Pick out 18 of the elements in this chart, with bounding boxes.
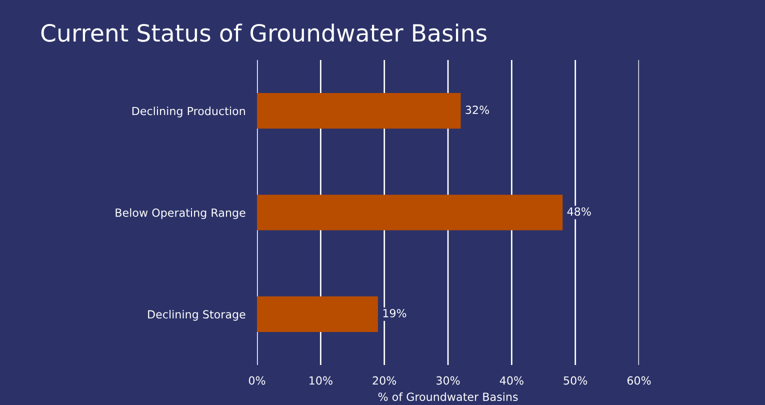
bar	[257, 93, 461, 129]
data-label: 48%	[567, 207, 591, 216]
x-tick-label: 20%	[372, 376, 396, 385]
bar	[257, 296, 378, 332]
y-tick-label: Declining Storage	[148, 310, 246, 321]
x-tick-label: 60%	[627, 376, 651, 385]
x-tick-label: 50%	[564, 376, 588, 385]
bar	[257, 194, 563, 230]
y-tick-label: Below Operating Range	[116, 208, 246, 220]
x-axis-title: % of Groundwater Basins	[378, 392, 518, 402]
data-label: 19%	[383, 308, 406, 318]
y-tick-label: Declining Production	[132, 106, 245, 118]
x-tick-label: 30%	[436, 376, 460, 385]
x-tick-label: 0%	[248, 376, 266, 385]
chart-title: Current Status of Groundwater Basins	[41, 24, 486, 42]
data-label: 32%	[466, 106, 489, 114]
x-tick-label: 40%	[500, 376, 524, 385]
x-tick-label: 10%	[310, 376, 332, 385]
